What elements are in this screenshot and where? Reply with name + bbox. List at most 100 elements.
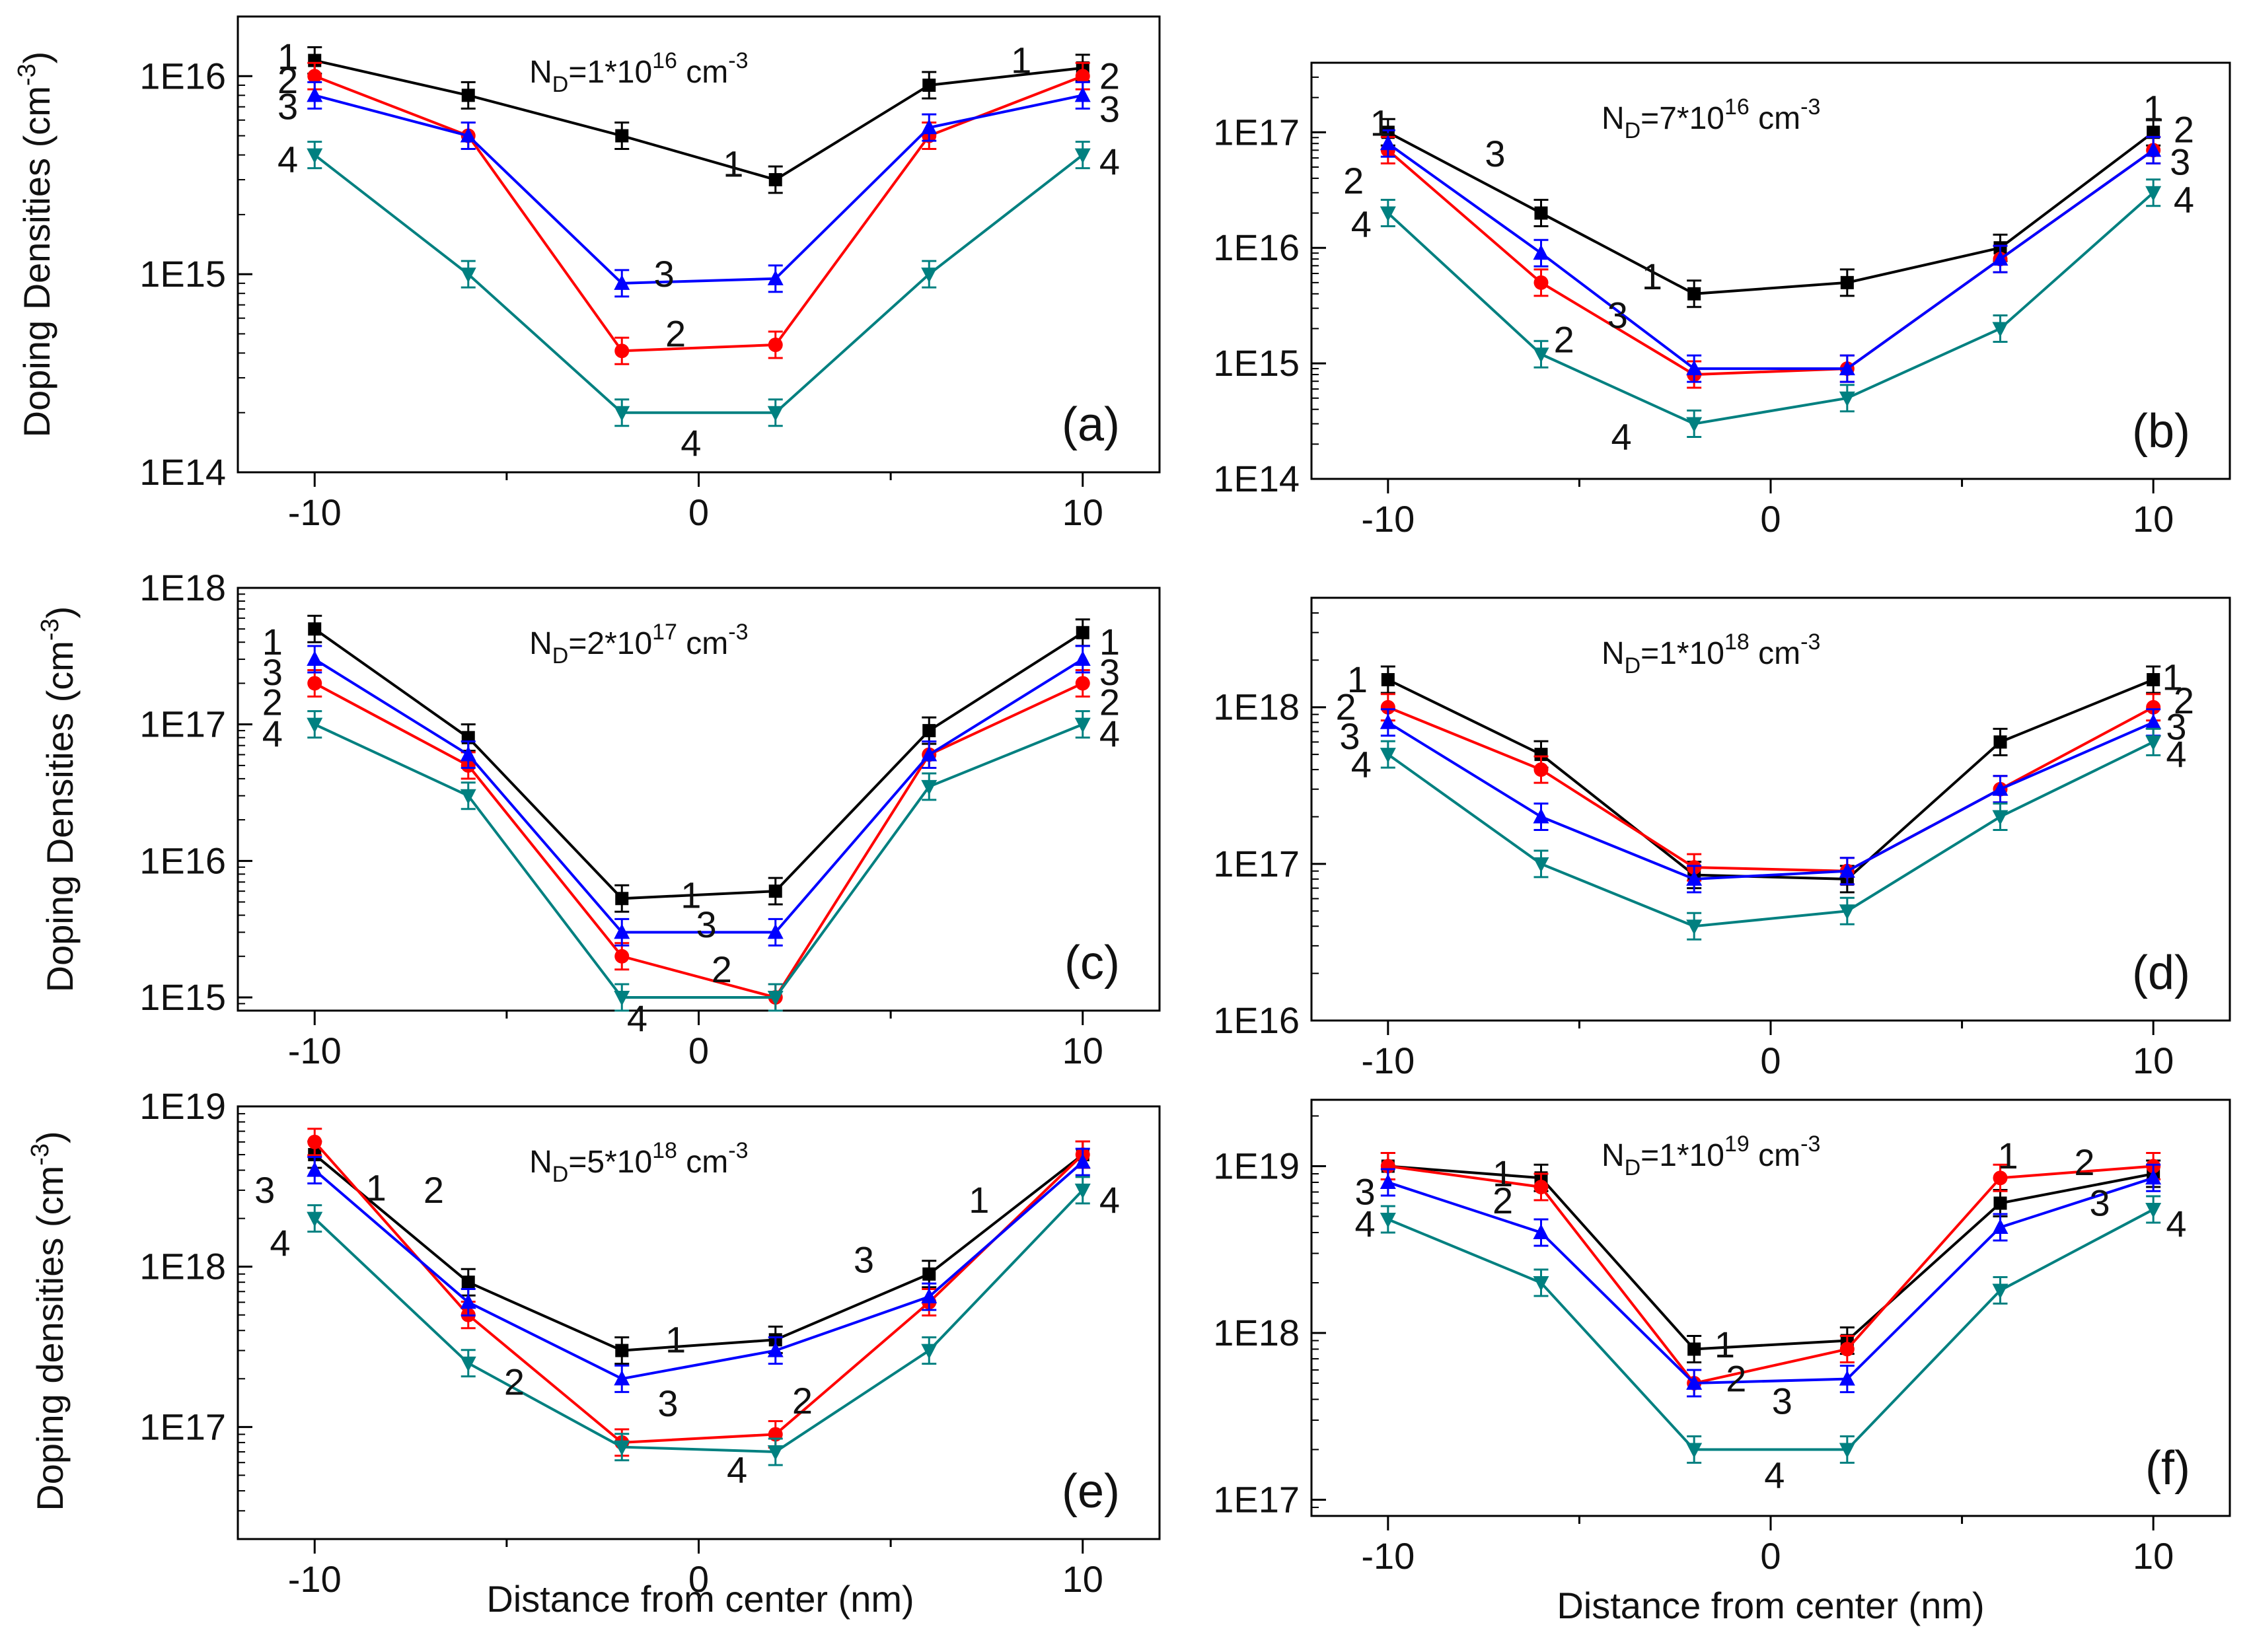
curve-label: 2 (1099, 681, 1120, 723)
data-point-series-4 (1380, 748, 1396, 764)
curve-label: 3 (254, 1169, 275, 1211)
y-tick-label: 1E17 (139, 1406, 226, 1447)
curve-label: 3 (2090, 1182, 2110, 1224)
data-point-series-3 (1686, 870, 1703, 886)
data-point-series-4 (307, 717, 323, 733)
series-line-3 (1387, 1176, 2154, 1385)
data-point-series-3 (767, 269, 784, 285)
curve-label: 4 (1351, 203, 1372, 244)
data-point-series-4 (1074, 148, 1091, 164)
y-tick-label: 1E15 (1213, 342, 1300, 384)
data-point-series-4 (614, 990, 630, 1006)
series-line-3 (313, 1161, 1084, 1381)
curve-label: 1 (1493, 1153, 1513, 1194)
data-point-series-3 (1839, 360, 1855, 376)
curve-label: 4 (1099, 1179, 1120, 1221)
curve-label: 2 (712, 949, 732, 990)
x-tick-label: -10 (288, 1030, 342, 1071)
curve-label: 1 (681, 874, 701, 916)
data-point-series-4 (307, 148, 323, 164)
y-tick-label: 1E15 (139, 253, 226, 295)
data-point-series-4 (460, 789, 476, 805)
data-point-series-1 (1687, 287, 1701, 301)
data-point-series-1 (308, 622, 322, 636)
curve-label: 1 (665, 1318, 686, 1360)
data-point-series-1 (615, 129, 629, 143)
data-point-series-4 (767, 1445, 784, 1460)
data-point-series-3 (1533, 244, 1549, 260)
data-point-series-2 (1533, 762, 1549, 777)
y-tick-label: 1E16 (1213, 227, 1300, 268)
x-tick-label: 10 (1062, 1030, 1103, 1071)
curve-label: 1 (1347, 659, 1368, 700)
data-point-series-4 (1533, 347, 1549, 363)
data-point-series-3 (1533, 808, 1549, 824)
series-line-1 (1387, 678, 2154, 880)
curve-label: 1 (1099, 621, 1120, 663)
data-point-series-4 (767, 990, 784, 1006)
data-point-series-4 (921, 779, 938, 795)
data-point-series-4 (1839, 904, 1855, 920)
data-point-series-3 (1380, 713, 1396, 729)
data-point-series-3 (1074, 87, 1091, 102)
y-axis-title: Doping Densities (cm-3) (36, 606, 81, 993)
doping-annotation: ND=1*1018 cm-3 (1602, 629, 1820, 678)
curve-label: 1 (723, 143, 743, 184)
y-tick-label: 1E17 (139, 703, 226, 745)
y-tick-label: 1E16 (139, 840, 226, 881)
y-tick-label: 1E16 (1213, 999, 1300, 1041)
curve-label: 4 (681, 422, 701, 464)
data-point-series-3 (1686, 360, 1703, 376)
data-point-series-4 (1992, 810, 2009, 826)
data-point-series-3 (1533, 1223, 1549, 1239)
x-tick-label: 0 (1760, 1040, 1781, 1081)
data-point-series-1 (1993, 1196, 2007, 1210)
curve-label: 1 (2162, 657, 2183, 698)
y-tick-label: 1E14 (139, 451, 226, 493)
y-tick-label: 1E14 (1213, 458, 1300, 499)
curve-label: 2 (1554, 318, 1574, 360)
data-point-series-2 (2146, 700, 2161, 715)
series-line-3 (1387, 142, 2155, 371)
curve-label: 4 (1351, 744, 1372, 785)
x-tick-label: -10 (1361, 498, 1415, 540)
data-point-series-1 (1993, 735, 2007, 749)
y-axis-title: Doping Densities (cm-3) (13, 52, 57, 438)
series-line-3 (314, 94, 1084, 285)
curve-label: 3 (1772, 1380, 1792, 1421)
curve-label: 2 (1493, 1180, 1513, 1221)
series-line-2 (1387, 1165, 2154, 1385)
data-point-series-4 (1380, 1212, 1396, 1228)
data-point-series-2 (614, 343, 630, 359)
series-line-4 (314, 723, 1084, 999)
curve-label: 1 (1998, 1135, 2018, 1176)
data-point-series-1 (768, 173, 782, 187)
data-point-series-4 (2145, 186, 2162, 201)
x-tick-label: 0 (1760, 498, 1781, 540)
curve-label: 4 (270, 1222, 290, 1264)
curve-label: 1 (1011, 40, 1031, 81)
data-point-series-1 (1534, 206, 1548, 220)
data-point-series-4 (767, 406, 784, 421)
curve-label: 4 (727, 1449, 747, 1490)
y-tick-label: 1E17 (1213, 111, 1300, 153)
data-point-series-4 (1533, 857, 1549, 873)
series-line-2 (314, 75, 1084, 353)
data-point-series-4 (1839, 1443, 1855, 1458)
curve-label: 4 (1355, 1203, 1376, 1244)
data-point-series-3 (1380, 135, 1396, 151)
curve-label: 2 (665, 312, 686, 354)
doping-annotation: ND=1*1019 cm-3 (1602, 1131, 1820, 1180)
curve-label: 2 (1099, 55, 1120, 96)
panel-label: (f) (2145, 1442, 2190, 1495)
curve-label: 4 (627, 997, 647, 1039)
doping-annotation: ND=5*1018 cm-3 (529, 1138, 748, 1187)
data-point-series-3 (2145, 1169, 2162, 1185)
y-tick-label: 1E18 (139, 567, 226, 608)
data-point-series-4 (1686, 919, 1703, 935)
data-point-series-4 (307, 1211, 323, 1227)
data-point-series-4 (1839, 391, 1855, 407)
data-point-series-4 (1686, 1443, 1703, 1458)
y-tick-label: 1E18 (1213, 686, 1300, 728)
